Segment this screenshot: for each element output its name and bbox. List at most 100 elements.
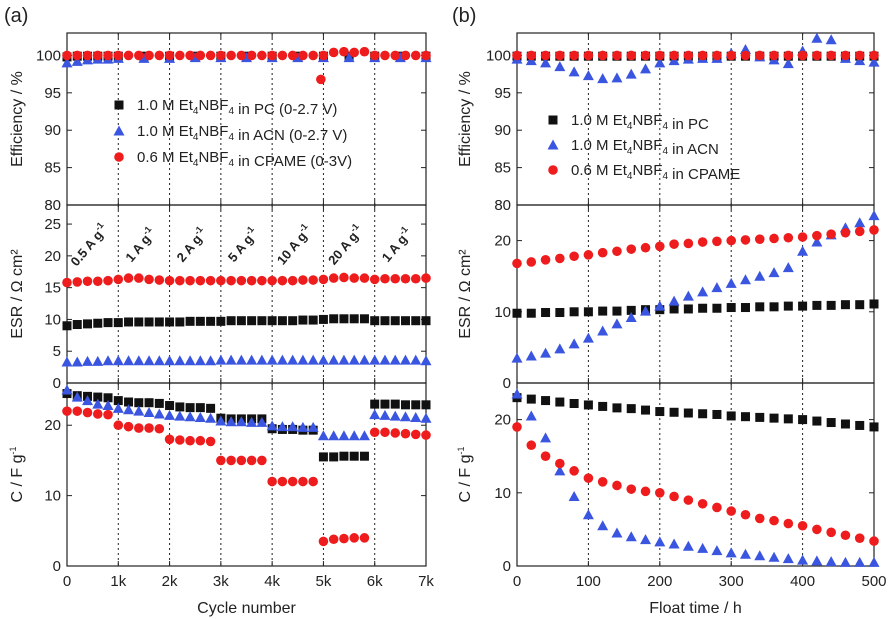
point-acn [611,318,623,329]
x-tick-label: 400 [790,573,815,590]
subplot-1: 0 5 10 15 20 25 ESR / Ω cm² [9,204,432,392]
point-pc [206,316,216,326]
y-tick-label: 85 [494,160,511,177]
point-cpame [726,50,736,61]
point-pc [526,394,536,404]
point-cpame [195,435,206,446]
point-acn [511,388,523,399]
point-cpame [410,429,421,440]
axes-frame [516,204,875,384]
point-cpame [298,275,308,285]
point-pc [740,303,750,313]
y-tick-label: 10 [44,311,61,328]
point-acn [292,52,304,63]
point-pc [869,299,879,309]
point-cpame [72,406,83,416]
y-tick-label: 0 [53,558,61,575]
point-cpame [82,407,93,418]
point-pc [380,399,390,409]
point-acn [389,410,401,421]
point-cpame [298,50,308,61]
point-cpame [526,50,537,61]
point-pc [124,397,134,407]
point-acn [582,70,594,81]
point-cpame [92,50,103,61]
series-cpame [62,272,431,288]
point-cpame [154,423,165,434]
point-cpame [113,274,124,285]
point-acn [389,354,401,365]
series-acn [61,354,432,367]
point-pc [812,416,822,426]
point-pc [318,452,328,462]
point-acn [611,72,623,83]
point-cpame [144,50,154,61]
point-cpame [612,480,622,491]
point-pc [380,316,390,326]
y-tick-label: 15 [44,280,61,297]
point-acn [554,465,566,476]
y-tick-label: 5 [53,343,61,360]
y-tick-label: 0 [53,375,61,392]
point-cpame [298,476,308,487]
point-acn [266,354,278,365]
point-pc [526,308,536,318]
series-pc [512,393,879,432]
point-cpame [569,50,579,61]
point-acn [568,66,580,77]
point-cpame [555,253,565,264]
series-cpame [512,225,879,269]
point-acn [348,430,360,441]
point-pc [144,317,154,327]
point-acn [854,217,866,228]
point-acn [164,355,176,366]
point-acn [328,354,340,365]
series-acn [511,388,880,567]
point-acn [71,55,83,66]
point-cpame [769,50,779,61]
point-acn [71,391,83,402]
point-pc [195,316,205,326]
point-pc [390,399,400,409]
x-tick-label: 7k [418,573,434,590]
point-pc [113,318,123,328]
point-pc [612,403,622,413]
point-cpame [683,495,694,505]
point-acn [811,555,823,566]
point-acn [754,550,766,561]
point-cpame [655,50,665,61]
point-acn [184,411,196,422]
point-acn [554,61,566,72]
point-cpame [421,50,431,61]
point-acn [782,262,794,273]
point-cpame [812,50,822,61]
subplot-0: 80 85 90 95 100 Efficiency / % [457,32,880,214]
point-pc [783,301,793,311]
point-cpame [640,50,651,61]
point-pc [72,320,82,330]
y-tick-label: 85 [44,160,61,177]
point-cpame [134,423,144,433]
point-cpame [400,428,411,439]
point-pc [555,397,565,407]
point-acn [184,355,196,366]
point-acn [379,409,391,420]
point-pc [655,407,665,417]
point-acn [256,416,268,427]
point-cpame [277,476,288,487]
point-cpame [697,50,708,61]
point-pc [329,452,339,462]
point-pc [740,412,750,422]
point-acn [839,556,851,567]
y-axis-label: C / F g-1 [8,446,26,502]
point-pc [769,302,779,312]
point-cpame [195,275,206,286]
point-pc [626,404,636,414]
point-cpame [390,273,401,284]
point-acn [189,52,201,63]
point-cpame [421,273,431,283]
point-cpame [62,406,72,416]
point-pc [400,316,410,326]
point-cpame [421,430,431,440]
